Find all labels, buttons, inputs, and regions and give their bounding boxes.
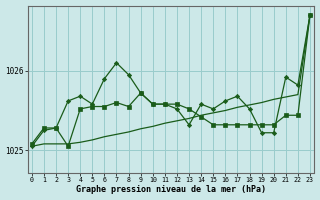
X-axis label: Graphe pression niveau de la mer (hPa): Graphe pression niveau de la mer (hPa) — [76, 185, 266, 194]
